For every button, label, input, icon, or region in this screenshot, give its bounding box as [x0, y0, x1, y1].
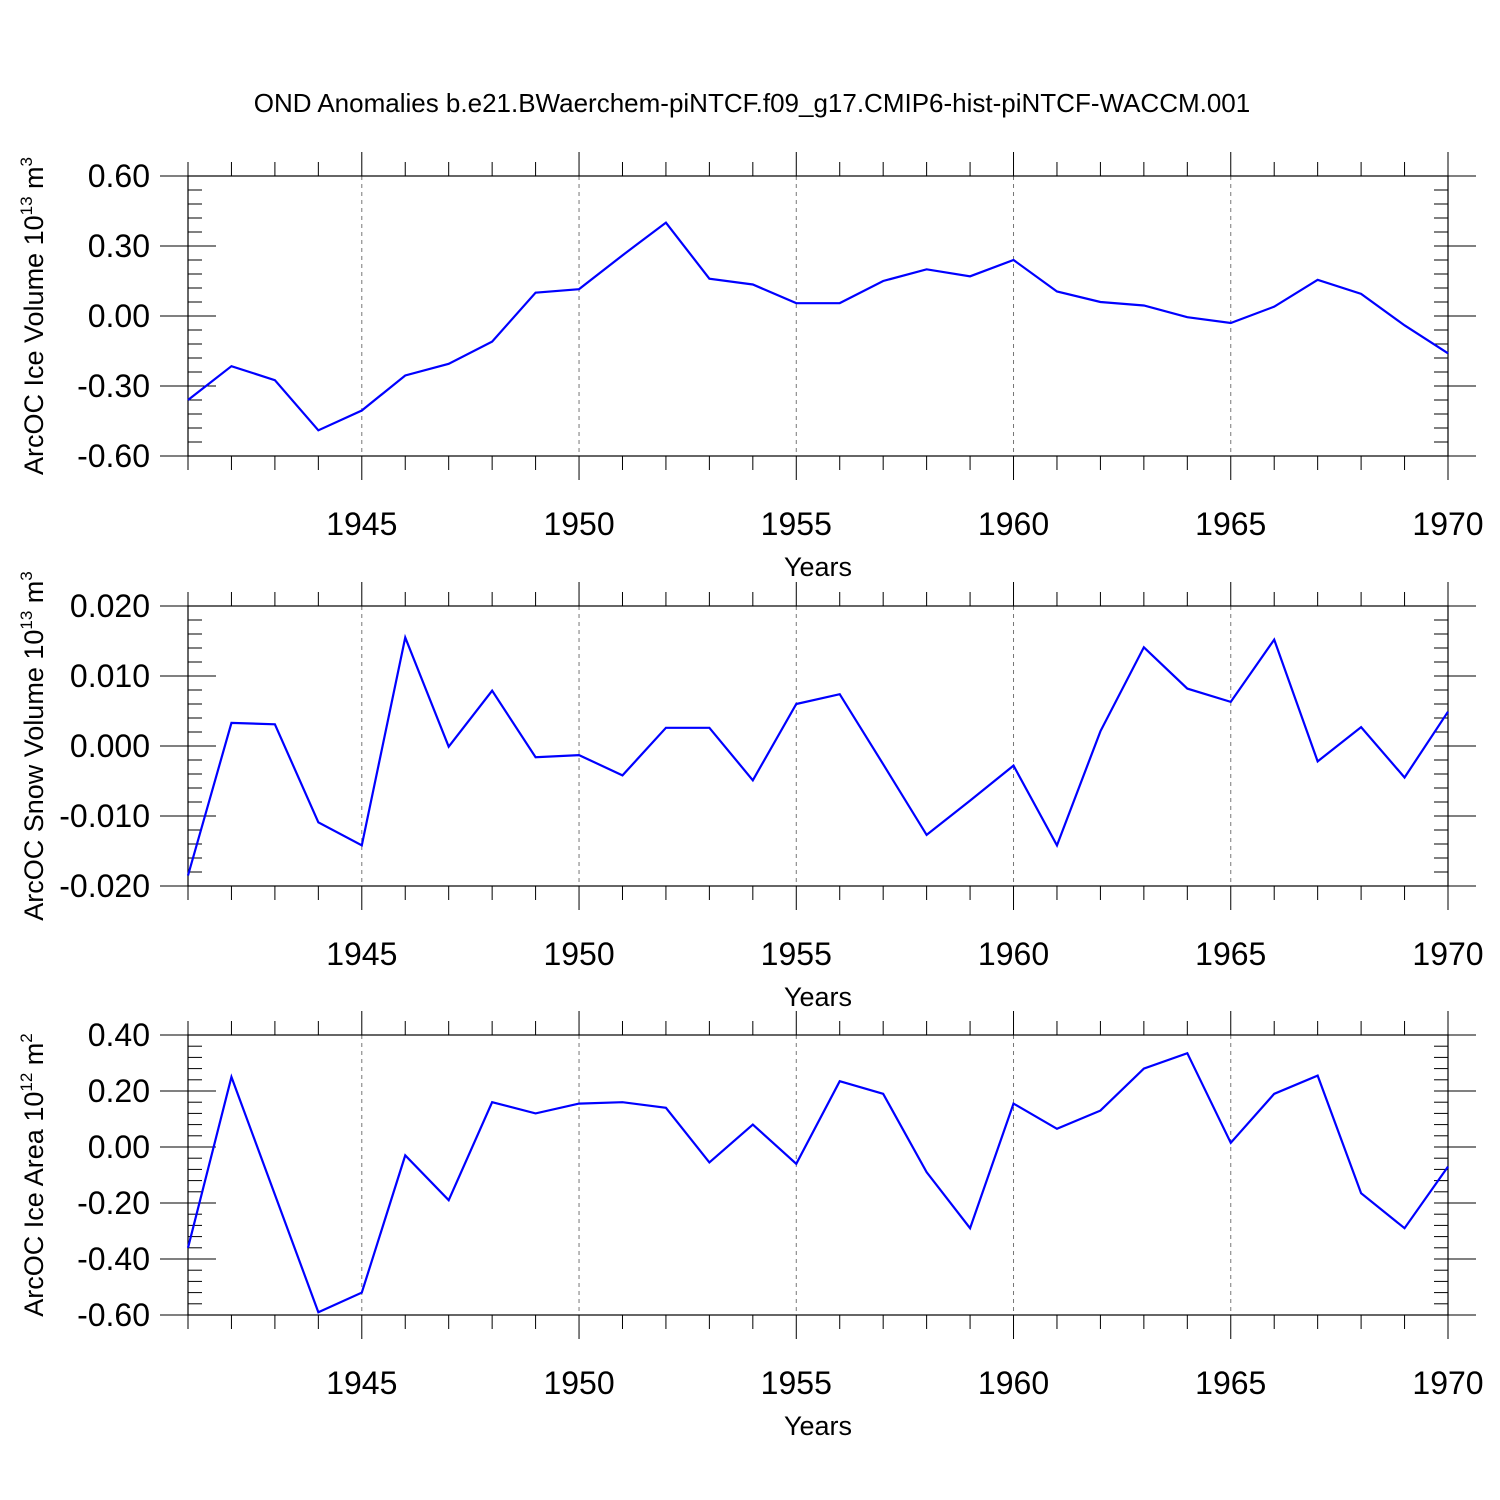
x-tick-label: 1945	[326, 1365, 397, 1401]
x-tick-label: 1970	[1412, 1365, 1483, 1401]
y-axis-label-unit-exponent: 2	[17, 1033, 36, 1042]
x-tick-label: 1960	[978, 936, 1049, 972]
y-axis-label-unit: m	[19, 166, 49, 196]
x-tick-label: 1965	[1195, 936, 1266, 972]
y-axis-label-unit-exponent: 3	[17, 157, 36, 166]
x-axis-label: Years	[784, 1411, 852, 1441]
panel-2: -0.020 -0.010 0.000 0.010 0.020 1945 1950 1955 1…	[17, 571, 1484, 1012]
y-tick-label: 0.60	[88, 158, 150, 194]
y-tick-label: -0.010	[59, 798, 150, 834]
y-tick-label: -0.60	[77, 438, 150, 474]
y-tick-label: 0.20	[88, 1073, 150, 1109]
y-tick-label: 0.40	[88, 1017, 150, 1053]
plot-frame	[187, 605, 1449, 887]
x-tick-label: 1950	[543, 1365, 614, 1401]
y-axis-label-unit-exponent: 3	[17, 571, 36, 580]
x-axis-label: Years	[784, 552, 852, 582]
panels: -0.60 -0.30 0.00 0.30 0.60 1945 1950 1955 1960 19…	[17, 152, 1484, 1441]
y-tick-label: -0.020	[59, 868, 150, 904]
x-tick-label: 1955	[761, 506, 832, 542]
y-tick-label: -0.20	[77, 1185, 150, 1221]
y-tick-label: -0.30	[77, 368, 150, 404]
y-axis-label-exponent: 13	[17, 611, 36, 630]
panel-3: -0.60 -0.40 -0.20 0.00 0.20 0.40 1945 1950 1955 1…	[17, 1011, 1484, 1441]
y-axis-label-exponent: 13	[17, 196, 36, 215]
y-tick-label: 0.010	[70, 658, 150, 694]
x-tick-label: 1955	[761, 936, 832, 972]
y-tick-label: 0.00	[88, 298, 150, 334]
y-axis-label-exponent: 12	[17, 1073, 36, 1092]
y-axis-label-unit: m	[19, 581, 49, 611]
x-tick-label: 1960	[978, 506, 1049, 542]
y-tick-label: 0.020	[70, 588, 150, 624]
y-tick-label: 0.00	[88, 1129, 150, 1165]
y-axis-label-text: ArcOC Snow Volume 10	[19, 630, 49, 921]
x-axis-label: Years	[784, 982, 852, 1012]
y-axis-label-text: ArcOC Ice Volume 10	[19, 215, 49, 475]
y-tick-label: 0.30	[88, 228, 150, 264]
y-axis-label-text: ArcOC Ice Area 10	[19, 1092, 49, 1317]
x-tick-label: 1960	[978, 1365, 1049, 1401]
y-tick-label: 0.000	[70, 728, 150, 764]
x-tick-label: 1965	[1195, 506, 1266, 542]
figure-title: OND Anomalies b.e21.BWaerchem-piNTCF.f09…	[254, 88, 1250, 118]
x-tick-label: 1945	[326, 936, 397, 972]
x-tick-label: 1950	[543, 506, 614, 542]
y-axis-label: ArcOC Ice Area 1012 m2	[17, 1033, 49, 1317]
x-tick-label: 1970	[1412, 506, 1483, 542]
x-tick-label: 1945	[326, 506, 397, 542]
x-tick-label: 1950	[543, 936, 614, 972]
x-tick-label: 1955	[761, 1365, 832, 1401]
data-line	[186, 1051, 1449, 1314]
y-axis-label: ArcOC Ice Volume 1013 m3	[17, 157, 49, 475]
x-tick-label: 1970	[1412, 936, 1483, 972]
y-axis-label-unit: m	[19, 1043, 49, 1073]
plot-frame	[187, 1034, 1449, 1316]
y-tick-label: -0.60	[77, 1297, 150, 1333]
panel-1: -0.60 -0.30 0.00 0.30 0.60 1945 1950 1955 1960 19…	[17, 152, 1484, 582]
plot-frame	[187, 175, 1449, 457]
y-tick-label: -0.40	[77, 1241, 150, 1277]
y-axis-label: ArcOC Snow Volume 1013 m3	[17, 571, 49, 921]
data-line	[186, 633, 1449, 876]
data-line	[187, 221, 1449, 432]
x-tick-label: 1965	[1195, 1365, 1266, 1401]
